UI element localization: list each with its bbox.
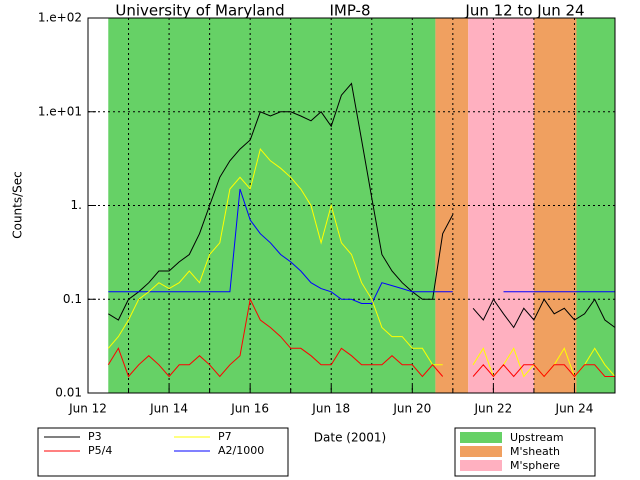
x-tick-label: Jun 22 <box>473 402 512 416</box>
x-tick-label: Jun 18 <box>311 402 350 416</box>
legend-label: M'sheath <box>510 445 560 458</box>
legend-swatch <box>460 432 502 443</box>
region-legend-box <box>454 427 596 477</box>
series-line <box>107 148 443 366</box>
y-tick-label: 1.e+01 <box>38 104 82 118</box>
y-tick-label: 0.01 <box>55 386 82 400</box>
series-line <box>108 82 454 321</box>
y-axis-label: Counts/Sec <box>11 171 25 239</box>
region-band <box>435 18 469 393</box>
region-band <box>108 18 436 393</box>
region-band <box>533 18 577 393</box>
y-tick-label: 0.1 <box>63 292 82 306</box>
x-tick-label: Jun 12 <box>68 402 107 416</box>
title-left: University of Maryland <box>115 2 284 20</box>
x-tick-label: Jun 14 <box>149 402 188 416</box>
series-line <box>472 298 616 329</box>
legend-label: P5/4 <box>88 444 112 457</box>
x-tick-label: Jun 20 <box>392 402 431 416</box>
legend-label: M'sphere <box>510 459 560 472</box>
series-line <box>107 297 444 378</box>
legend-label: P7 <box>218 430 232 443</box>
x-axis-label: Date (2001) <box>314 431 386 445</box>
legend-label: Upstream <box>510 431 564 444</box>
legend-label: P3 <box>88 430 102 443</box>
legend-swatch <box>460 460 502 471</box>
series-line <box>472 364 615 378</box>
x-tick-label: Jun 24 <box>555 402 594 416</box>
series-legend-box <box>37 427 289 477</box>
title-mid: IMP-8 <box>329 2 370 20</box>
legend-swatch <box>460 446 502 457</box>
y-tick-label: 1.e+02 <box>38 11 82 25</box>
x-tick-label: Jun 16 <box>230 402 269 416</box>
series-line <box>108 188 453 304</box>
y-tick-label: 1. <box>71 198 82 212</box>
title-right: Jun 12 to Jun 24 <box>464 2 584 20</box>
plot-frame <box>87 17 616 394</box>
legend-label: A2/1000 <box>218 444 264 457</box>
